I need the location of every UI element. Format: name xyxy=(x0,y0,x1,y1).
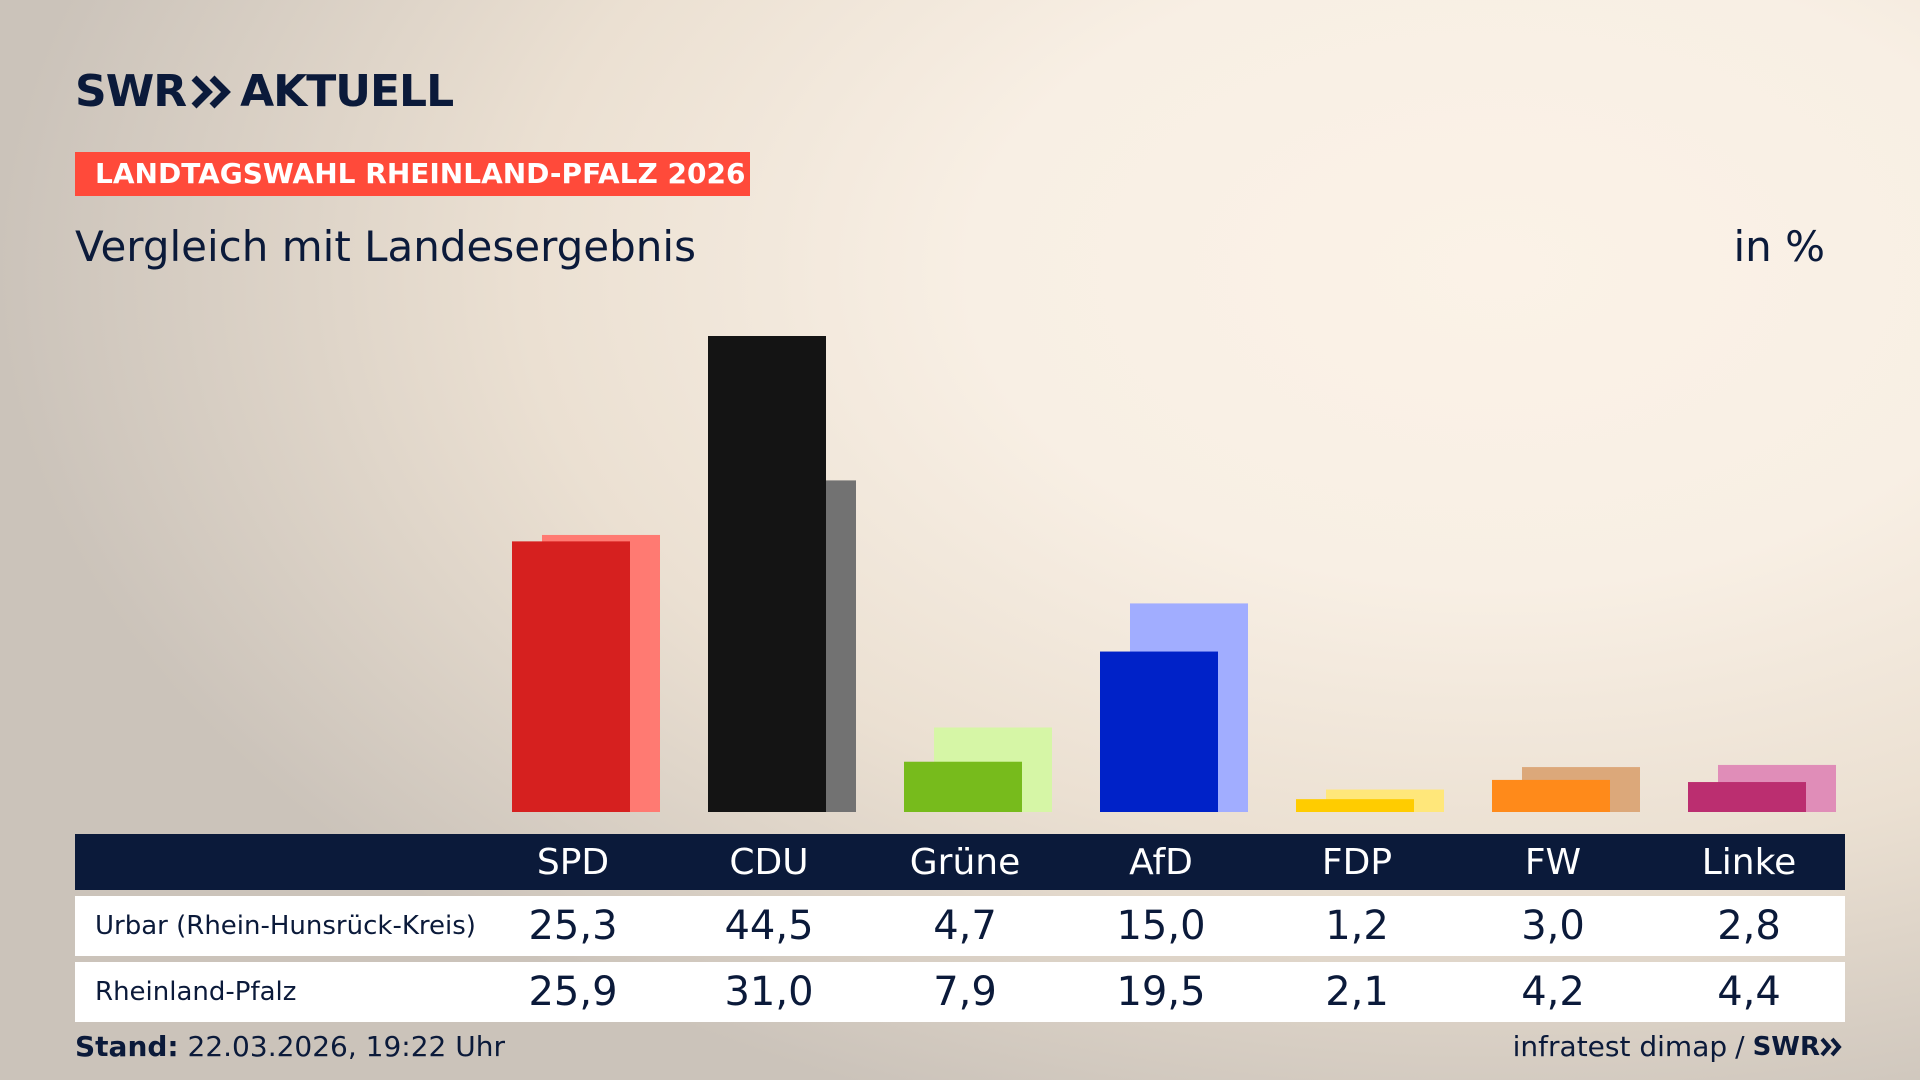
row-label: Rheinland-Pfalz xyxy=(95,977,297,1007)
stand-label: Stand: xyxy=(75,1030,179,1063)
value-cell: 4,4 xyxy=(1717,969,1781,1015)
swr-small-logo: SWR xyxy=(1753,1032,1844,1062)
value-cell: 25,9 xyxy=(528,969,618,1015)
table-row-rheinland-pfalz: Rheinland-Pfalz 25,9 31,0 7,9 19,5 2,1 4… xyxy=(75,962,1845,1022)
bar-urbar-afd xyxy=(1100,651,1218,812)
bar-urbar-fw xyxy=(1492,779,1610,812)
header-party-fw: FW xyxy=(1524,841,1582,883)
brand-suffix: AKTUELL xyxy=(240,66,454,117)
header-party-linke: Linke xyxy=(1701,841,1797,883)
value-cell: 2,1 xyxy=(1325,969,1389,1015)
bar-chart xyxy=(512,336,1836,812)
swr-aktuell-logo: SWR AKTUELL xyxy=(75,66,454,117)
header-party-fdp: FDP xyxy=(1321,841,1393,883)
value-cell: 2,8 xyxy=(1717,903,1781,949)
value-cell: 1,2 xyxy=(1325,903,1389,949)
unit-label: in % xyxy=(1733,222,1825,271)
chart-subtitle: Vergleich mit Landesergebnis xyxy=(75,222,696,271)
row-label: Urbar (Rhein-Hunsrück-Kreis) xyxy=(95,911,476,941)
table-header: SPD CDU Grüne AfD FDP FW Linke xyxy=(75,834,1845,890)
value-cell: 15,0 xyxy=(1116,903,1206,949)
election-tag: LANDTAGSWAHL RHEINLAND-PFALZ 2026 xyxy=(75,152,750,196)
double-chevron-icon xyxy=(1820,1037,1842,1056)
source-credit: infratest dimap / SWR xyxy=(1513,1030,1844,1063)
value-cell: 44,5 xyxy=(724,903,814,949)
bar-urbar-cdu xyxy=(708,336,826,812)
header-party-cdu: CDU xyxy=(729,841,809,883)
bar-urbar-linke xyxy=(1688,782,1806,812)
brand-text: SWR xyxy=(75,66,187,117)
bar-urbar-fdp xyxy=(1296,799,1414,812)
value-cell: 7,9 xyxy=(933,969,997,1015)
timestamp: Stand: 22.03.2026, 19:22 Uhr xyxy=(75,1030,505,1063)
header-empty-cell xyxy=(75,834,475,890)
table-row-urbar: Urbar (Rhein-Hunsrück-Kreis) 25,3 44,5 4… xyxy=(75,896,1845,956)
bar-urbar-grne xyxy=(904,761,1022,812)
value-cell: 3,0 xyxy=(1521,903,1585,949)
value-cell: 25,3 xyxy=(528,903,618,949)
source-text: infratest dimap xyxy=(1512,1030,1728,1063)
value-cell: 31,0 xyxy=(724,969,814,1015)
value-cell: 4,7 xyxy=(933,903,997,949)
header-party-gruene: Grüne xyxy=(909,841,1021,883)
header-party-spd: SPD xyxy=(536,841,610,883)
results-table: SPD CDU Grüne AfD FDP FW Linke Urbar (Rh… xyxy=(75,834,1845,1022)
stand-value: 22.03.2026, 19:22 Uhr xyxy=(187,1030,505,1063)
value-cell: 19,5 xyxy=(1116,969,1206,1015)
source-separator: / xyxy=(1735,1030,1745,1063)
double-chevron-icon xyxy=(191,75,232,108)
source-brand: SWR xyxy=(1752,1031,1820,1062)
bar-urbar-spd xyxy=(512,541,630,812)
header-party-afd: AfD xyxy=(1129,841,1193,883)
value-cell: 4,2 xyxy=(1521,969,1585,1015)
